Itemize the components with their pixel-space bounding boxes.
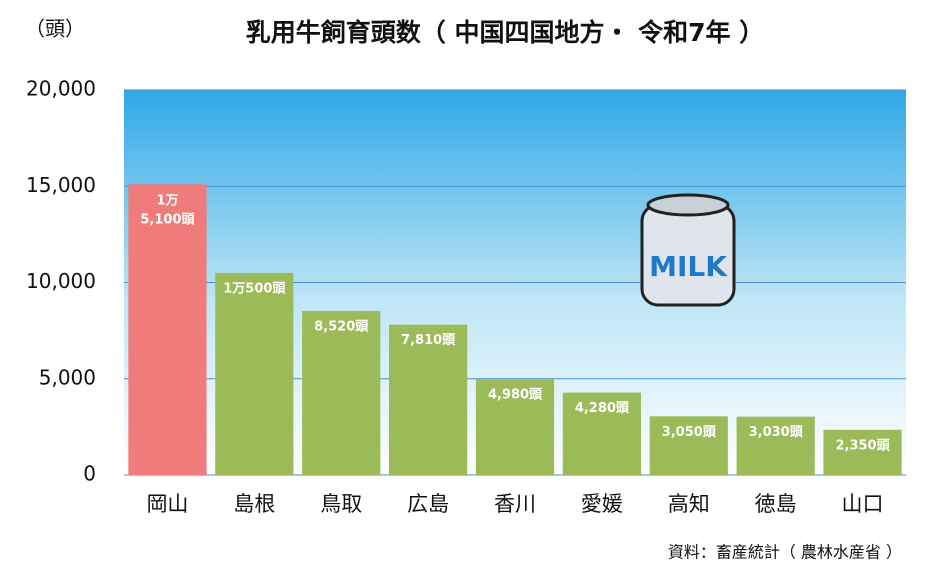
y-tick-label: 15,000 [26, 173, 96, 197]
y-tick-label: 5,000 [39, 365, 96, 389]
value-label: 1万 5,100頭 [140, 193, 195, 227]
bar [649, 416, 728, 475]
bar [736, 416, 815, 475]
value-label: 8,520頭 [314, 319, 369, 334]
bar [823, 429, 902, 475]
value-label: 3,050頭 [662, 425, 717, 440]
value-label: 3,030頭 [749, 425, 804, 440]
x-tick-label: 岡山 [146, 492, 188, 516]
x-tick-label: 徳島 [755, 492, 797, 516]
y-tick-label: 0 [83, 462, 96, 486]
milk-can: MILK [640, 193, 736, 307]
bar [562, 392, 641, 475]
x-tick-label: 鳥取 [320, 492, 362, 516]
bar [128, 184, 207, 475]
x-tick-label: 山口 [842, 492, 884, 516]
chart-title: 乳用牛飼育頭数（ 中国四国地方・ 令和7年 ） [246, 18, 765, 47]
x-tick-label: 香川 [494, 492, 536, 516]
value-label: 4,280頭 [575, 401, 630, 416]
value-label: 2,350頭 [835, 438, 890, 453]
x-tick-label: 高知 [668, 492, 710, 516]
value-label: 1万500頭 [223, 281, 286, 296]
x-tick-label: 愛媛 [581, 492, 623, 516]
bar [389, 324, 468, 475]
value-label: 4,980頭 [488, 388, 543, 403]
bar [475, 379, 555, 475]
value-label: 7,810頭 [401, 333, 456, 348]
y-unit-label: （頭） [25, 17, 85, 41]
y-tick-label: 20,000 [26, 77, 96, 101]
bar [215, 272, 294, 475]
source-note: 資料：畜産統計（ 農林水産省 ） [668, 543, 902, 562]
x-tick-label: 島根 [233, 492, 275, 516]
x-tick-label: 広島 [407, 492, 449, 516]
y-tick-label: 10,000 [26, 269, 96, 293]
bar [302, 310, 381, 475]
illustration-text: MILK [649, 250, 728, 283]
